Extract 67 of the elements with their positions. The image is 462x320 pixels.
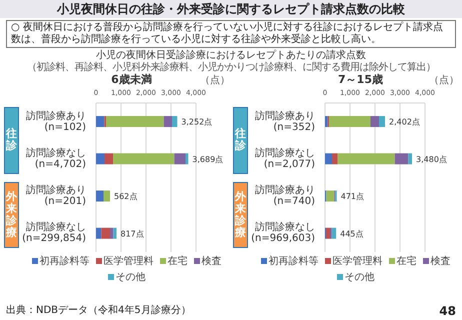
bar <box>101 228 110 239</box>
bar <box>104 190 110 202</box>
bar <box>338 153 395 164</box>
source-note: 出典：NDBデータ（令和4年5月診療分） <box>6 304 191 317</box>
bar <box>329 116 370 128</box>
total-label: 562点 <box>114 192 138 202</box>
bar <box>379 116 385 128</box>
total-label: 471点 <box>340 192 364 202</box>
bar <box>370 116 379 128</box>
legend-label: その他 <box>344 271 374 284</box>
bar <box>325 116 328 128</box>
y-tick-label: 訪問診療なし(n=2,077) <box>255 148 315 170</box>
text: ○ 夜間休日における普段から訪問診療を行っていない小児に対する往診におけるレセプト請求点数は、普段から訪問診療を行っている小児に対する往診や外来受診と比較し高い。 <box>6 20 456 48</box>
bar <box>325 153 332 164</box>
bar <box>164 116 172 128</box>
chart-title: 7～15歳 <box>338 72 383 87</box>
y-tick-label: 訪問診療なし(n=969,603) <box>251 222 315 244</box>
group-box: 往診 <box>233 107 248 174</box>
bar <box>332 153 338 164</box>
legend-label: 在宅 <box>396 254 416 268</box>
y-tick-label: 訪問診療なし(n=299,854) <box>22 222 86 244</box>
y-tick-label: 訪問診療なし(n=4,702) <box>26 148 86 170</box>
text: （初診料、再診料、小児科外来診療料、小児かかりつけ診療料、に関する費用は除外して算出） <box>26 62 436 74</box>
total-label: 817点 <box>120 229 144 238</box>
y-tick-label: 訪問診療あり(n=102) <box>26 110 86 133</box>
text: 小児夜間休日の往診・外来受診に関するレセプト請求点数の比較 <box>0 0 462 18</box>
legend-label: 医学管理料 <box>102 254 154 268</box>
bar <box>106 116 164 128</box>
legend-label: 医学管理料 <box>332 254 382 268</box>
bar <box>113 228 116 239</box>
legend-label: 検査 <box>430 254 450 268</box>
total-label: 445点 <box>340 229 364 238</box>
total-label: 3,480点 <box>416 154 447 164</box>
bar <box>96 153 104 164</box>
legend-label: 検査 <box>200 254 222 268</box>
group-box: 外来診療 <box>233 182 248 248</box>
y-tick-label: 訪問診療あり(n=740) <box>255 185 315 208</box>
group-box: 往診 <box>4 107 19 174</box>
bar <box>96 116 104 128</box>
bar <box>110 228 114 239</box>
bar <box>104 153 113 164</box>
bar <box>174 153 186 164</box>
bar <box>96 228 102 239</box>
bar <box>186 153 188 164</box>
bar <box>408 153 412 164</box>
total-label: 2,402点 <box>389 118 420 127</box>
bar <box>332 228 336 239</box>
text: 小児の夜間休日受診診療におけるレセプトあたりの請求点数 <box>95 50 367 62</box>
y-tick-label: 訪問診療あり(n=352) <box>255 110 315 133</box>
bar <box>172 116 178 128</box>
legend-label: 在宅 <box>166 254 188 268</box>
legend-label: 初再診料等 <box>268 254 318 268</box>
total-label: 3,689点 <box>192 154 224 164</box>
chart-title: 6歳未満 <box>111 72 152 87</box>
text: （点） <box>429 74 459 87</box>
text: 48 <box>439 304 456 318</box>
bar <box>394 153 408 164</box>
text: （点） <box>200 74 230 87</box>
total-label: 3,252点 <box>181 118 212 127</box>
bar <box>326 228 330 239</box>
bar <box>113 153 174 164</box>
group-box: 外来診療 <box>4 182 19 248</box>
legend-label: その他 <box>114 271 146 284</box>
bar <box>326 190 334 202</box>
legend-label: 初再診料等 <box>38 254 90 268</box>
y-tick-label: 訪問診療あり(n=201) <box>26 185 86 208</box>
bar <box>96 190 104 202</box>
